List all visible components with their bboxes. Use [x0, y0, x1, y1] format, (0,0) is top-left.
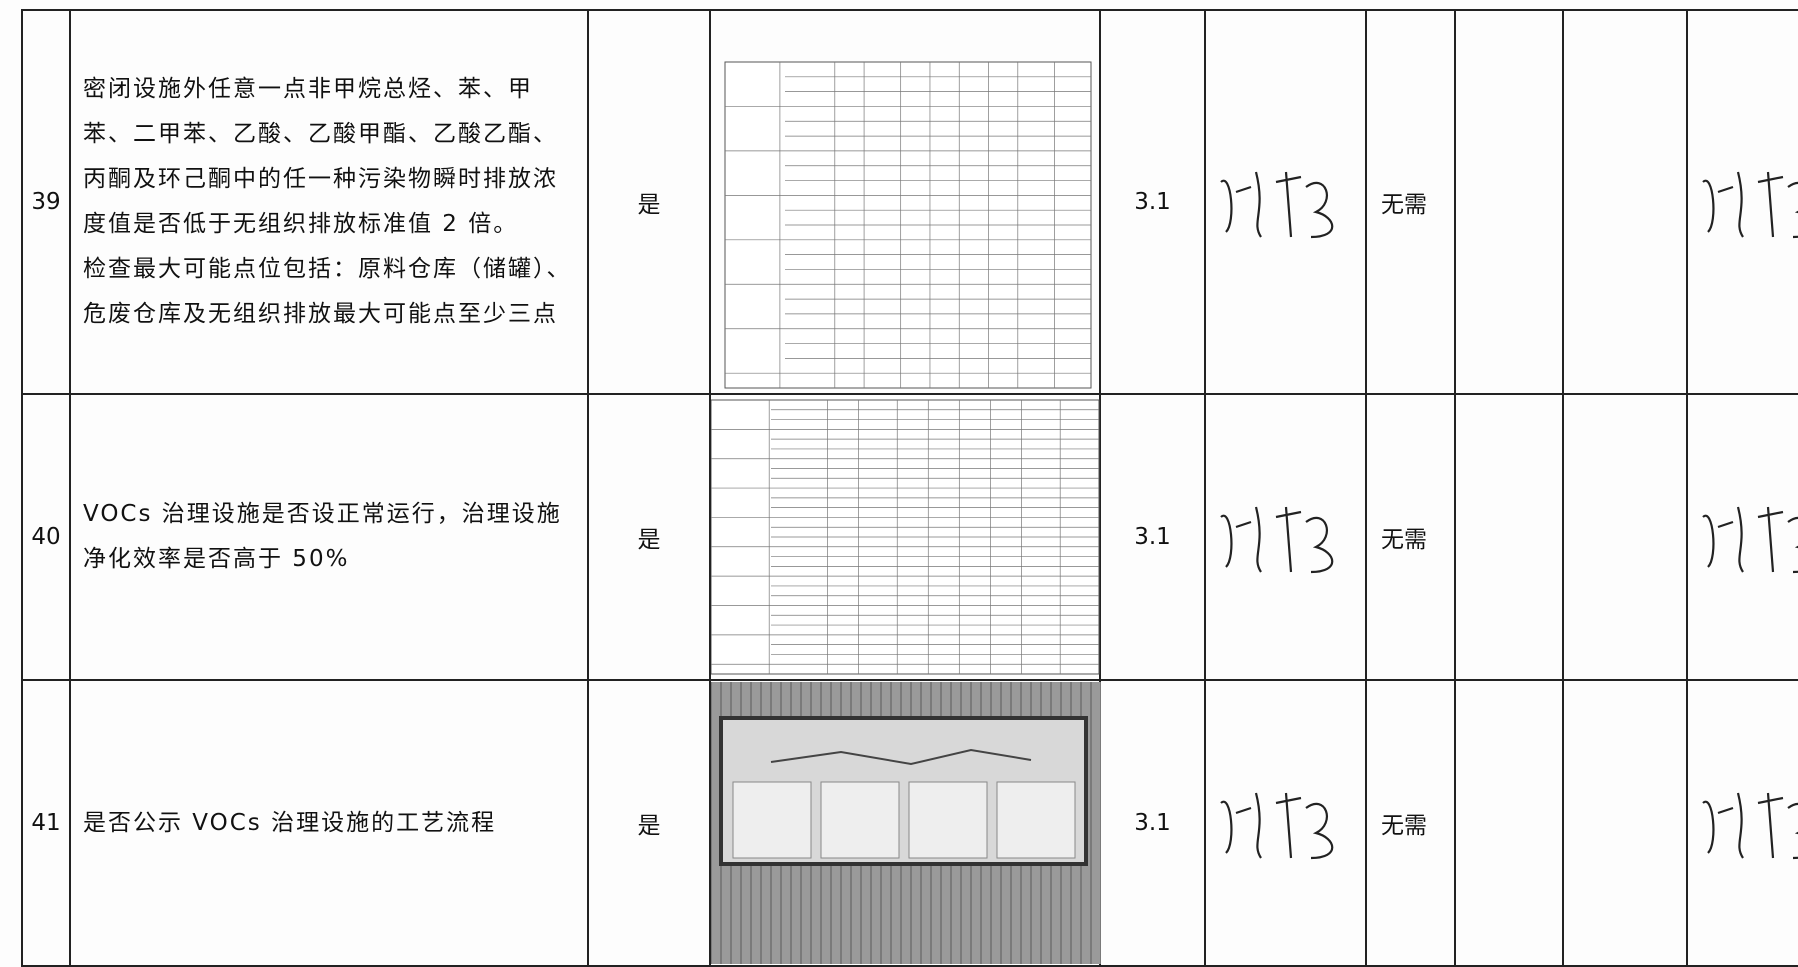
item-description: 是否公示 VOCs 治理设施的工艺流程 [69, 679, 589, 967]
empty-cell [1454, 679, 1564, 967]
inspector-signature-cell [1204, 679, 1367, 967]
inspector-signature [1220, 171, 1334, 239]
reviewer-signature-cell [1686, 679, 1798, 967]
inspector-signature-cell [1204, 9, 1367, 395]
reviewer-signature-cell [1686, 9, 1798, 395]
empty-cell [1562, 393, 1688, 681]
item-description: 密闭设施外任意一点非甲烷总烃、苯、甲苯、二甲苯、乙酸、乙酸甲酯、乙酸乙酯、丙酮及… [69, 9, 589, 395]
table-row: 39 密闭设施外任意一点非甲烷总烃、苯、甲苯、二甲苯、乙酸、乙酸甲酯、乙酸乙酯、丙… [21, 9, 1798, 395]
item-paragraph: 密闭设施外任意一点非甲烷总烃、苯、甲苯、二甲苯、乙酸、乙酸甲酯、乙酸乙酯、丙酮及… [83, 76, 558, 237]
rectification: 无需 [1365, 9, 1456, 395]
item-paragraph: VOCs 治理设施是否设正常运行，治理设施净化效率是否高于 50% [83, 501, 562, 572]
photo-cell [709, 393, 1101, 681]
rectification: 无需 [1365, 679, 1456, 967]
clause-number: 3.1 [1099, 9, 1206, 395]
inspector-signature [1220, 792, 1334, 860]
rectification: 无需 [1365, 393, 1456, 681]
row-number: 40 [21, 393, 71, 681]
inspector-signature [1220, 506, 1334, 574]
check-result: 是 [587, 393, 711, 681]
table-row: 41 是否公示 VOCs 治理设施的工艺流程 是 3.1 无需 [21, 679, 1798, 967]
reviewer-signature-cell [1686, 393, 1798, 681]
empty-cell [1562, 679, 1688, 967]
empty-cell [1562, 9, 1688, 395]
inspector-signature-cell [1204, 393, 1367, 681]
empty-cell [1454, 393, 1564, 681]
evidence-photo [711, 682, 1101, 964]
clause-number: 3.1 [1099, 679, 1206, 967]
check-result: 是 [587, 9, 711, 395]
table-row: 40 VOCs 治理设施是否设正常运行，治理设施净化效率是否高于 50% 是 3.1 无… [21, 393, 1798, 681]
row-number: 39 [21, 9, 71, 395]
evidence-photo [711, 399, 1100, 675]
check-result: 是 [587, 679, 711, 967]
table-body: 39 密闭设施外任意一点非甲烷总烃、苯、甲苯、二甲苯、乙酸、乙酸甲酯、乙酸乙酯、丙… [21, 9, 1798, 967]
photo-cell [709, 679, 1101, 967]
evidence-photo [724, 61, 1092, 389]
item-paragraph: 检查最大可能点位包括：原料仓库（储罐）、危废仓库及无组织排放最大可能点至少三点 [83, 256, 572, 327]
reviewer-signature [1702, 506, 1798, 574]
empty-cell [1454, 9, 1564, 395]
photo-cell [709, 9, 1101, 395]
item-description: VOCs 治理设施是否设正常运行，治理设施净化效率是否高于 50% [69, 393, 589, 681]
item-paragraph: 是否公示 VOCs 治理设施的工艺流程 [83, 809, 497, 836]
clause-number: 3.1 [1099, 393, 1206, 681]
row-number: 41 [21, 679, 71, 967]
reviewer-signature [1702, 171, 1798, 239]
inspection-table: 39 密闭设施外任意一点非甲烷总烃、苯、甲苯、二甲苯、乙酸、乙酸甲酯、乙酸乙酯、丙… [21, 9, 1798, 967]
reviewer-signature [1702, 792, 1798, 860]
